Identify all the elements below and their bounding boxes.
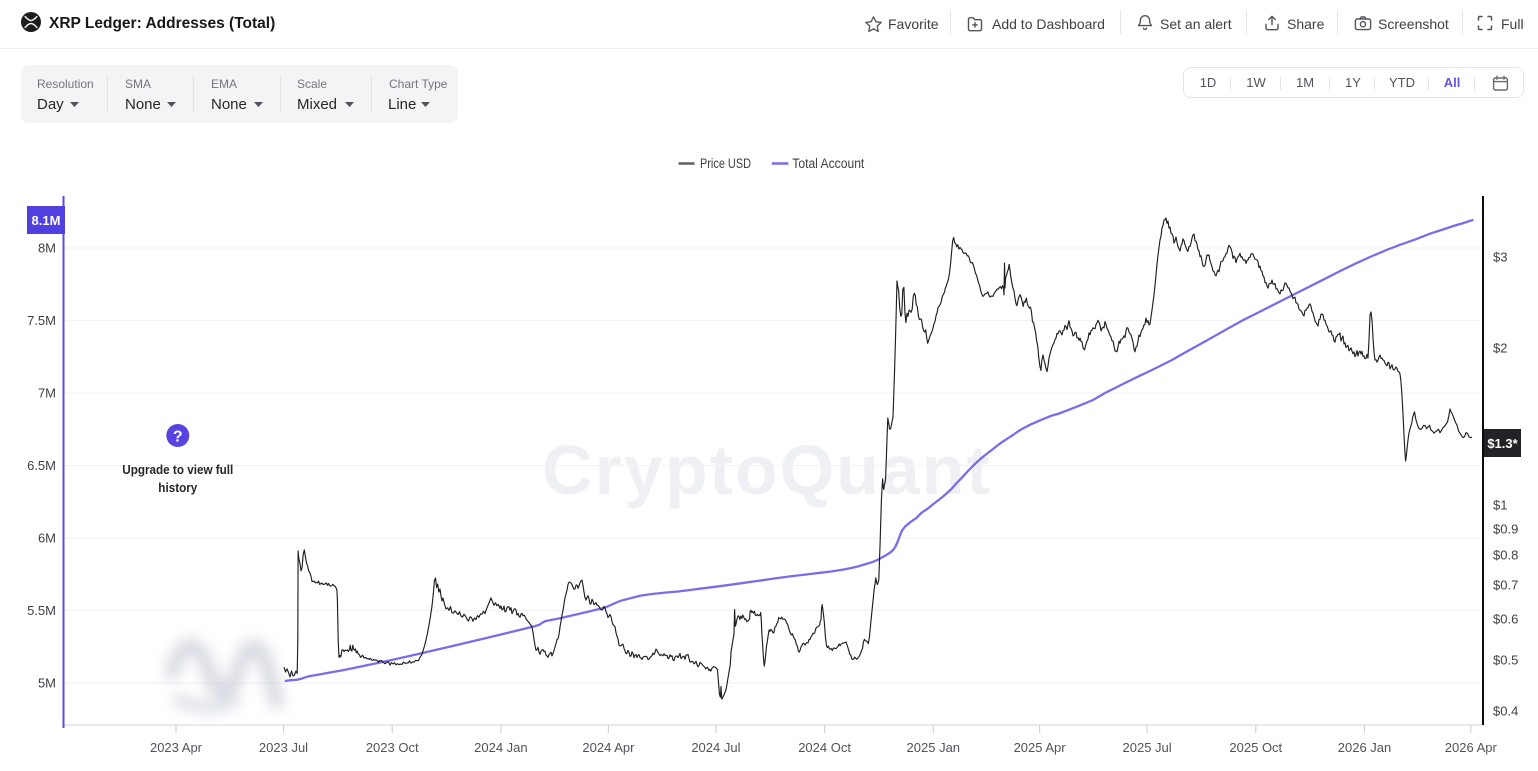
svg-text:?: ? <box>173 429 183 446</box>
svg-text:2026 Jan: 2026 Jan <box>1338 740 1392 755</box>
svg-text:2025 Apr: 2025 Apr <box>1014 740 1067 755</box>
svg-text:$0.7: $0.7 <box>1493 578 1518 593</box>
svg-text:2024 Jul: 2024 Jul <box>691 740 740 755</box>
svg-text:6M: 6M <box>38 531 56 546</box>
svg-text:2025 Jul: 2025 Jul <box>1123 740 1172 755</box>
svg-text:5.5M: 5.5M <box>27 603 56 618</box>
svg-text:7.5M: 7.5M <box>27 313 56 328</box>
svg-text:CryptoQuant: CryptoQuant <box>542 431 992 509</box>
svg-text:Upgrade to view full: Upgrade to view full <box>122 462 233 477</box>
svg-text:8M: 8M <box>38 241 56 256</box>
svg-text:2023 Oct: 2023 Oct <box>366 740 419 755</box>
svg-text:$0.4: $0.4 <box>1493 704 1518 719</box>
svg-text:6.5M: 6.5M <box>27 458 56 473</box>
svg-text:2024 Jan: 2024 Jan <box>474 740 528 755</box>
svg-text:$0.5: $0.5 <box>1493 653 1518 668</box>
svg-text:2023 Apr: 2023 Apr <box>150 740 203 755</box>
svg-text:7M: 7M <box>38 386 56 401</box>
svg-text:$2: $2 <box>1493 341 1507 356</box>
svg-text:2023 Jul: 2023 Jul <box>259 740 308 755</box>
svg-text:$0.9: $0.9 <box>1493 522 1518 537</box>
svg-text:$3: $3 <box>1493 250 1507 265</box>
svg-text:$1.3*: $1.3* <box>1487 436 1518 451</box>
svg-text:$0.8: $0.8 <box>1493 548 1518 563</box>
svg-text:5M: 5M <box>38 676 56 691</box>
svg-text:$0.6: $0.6 <box>1493 612 1518 627</box>
svg-text:2024 Oct: 2024 Oct <box>798 740 851 755</box>
svg-text:8.1M: 8.1M <box>32 213 61 228</box>
svg-text:2025 Jan: 2025 Jan <box>907 740 961 755</box>
svg-text:2025 Oct: 2025 Oct <box>1229 740 1282 755</box>
svg-text:Price USD: Price USD <box>700 156 751 171</box>
svg-text:Total Account: Total Account <box>792 156 864 171</box>
svg-text:2024 Apr: 2024 Apr <box>582 740 635 755</box>
svg-text:$1: $1 <box>1493 498 1507 513</box>
svg-text:2026 Apr: 2026 Apr <box>1445 740 1498 755</box>
svg-text:history: history <box>158 480 198 495</box>
